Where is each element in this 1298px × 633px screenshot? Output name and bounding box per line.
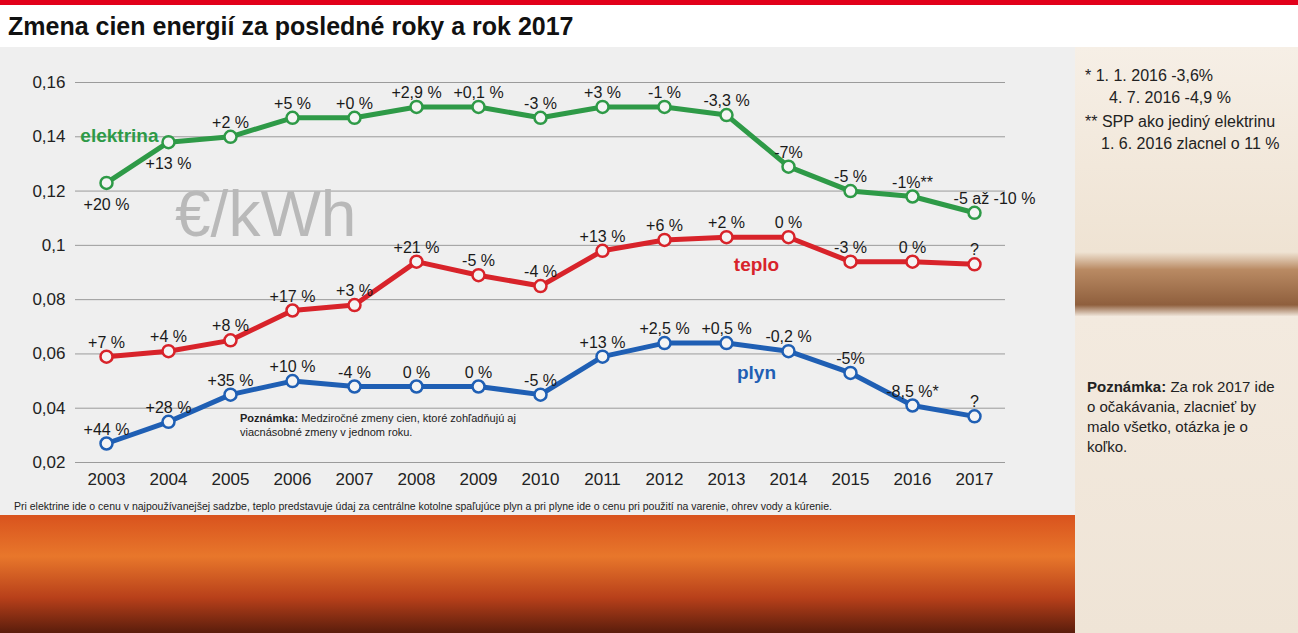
svg-text:-5%: -5% <box>836 350 864 367</box>
svg-text:2014: 2014 <box>770 470 808 489</box>
svg-text:2005: 2005 <box>212 470 250 489</box>
svg-text:+13 %: +13 % <box>580 228 626 245</box>
svg-text:?: ? <box>970 241 979 258</box>
svg-text:-1 %: -1 % <box>648 84 681 101</box>
svg-text:?: ? <box>970 393 979 410</box>
svg-text:2013: 2013 <box>708 470 746 489</box>
svg-text:+20 %: +20 % <box>84 196 130 213</box>
svg-text:-4 %: -4 % <box>338 364 371 381</box>
svg-text:2010: 2010 <box>522 470 560 489</box>
svg-text:-0,2 %: -0,2 % <box>765 328 811 345</box>
svg-text:2011: 2011 <box>584 470 621 489</box>
svg-text:0,1: 0,1 <box>42 236 66 255</box>
svg-text:-8,5 %*: -8,5 %* <box>886 383 938 400</box>
svg-text:+0 %: +0 % <box>336 95 373 112</box>
svg-text:+6 %: +6 % <box>646 217 683 234</box>
svg-text:2003: 2003 <box>88 470 126 489</box>
svg-text:2008: 2008 <box>398 470 436 489</box>
svg-text:0,12: 0,12 <box>32 182 65 201</box>
svg-text:+5 %: +5 % <box>274 95 311 112</box>
svg-text:+28 %: +28 % <box>146 399 192 416</box>
svg-text:2004: 2004 <box>150 470 188 489</box>
svg-text:2006: 2006 <box>274 470 312 489</box>
svg-text:0 %: 0 % <box>465 364 493 381</box>
svg-text:+44 %: +44 % <box>84 421 130 438</box>
svg-text:0,16: 0,16 <box>32 73 65 92</box>
svg-text:-5 až -10 %: -5 až -10 % <box>954 190 1036 207</box>
svg-text:0 %: 0 % <box>403 364 431 381</box>
svg-text:-5 %: -5 % <box>834 168 867 185</box>
svg-text:+0,1 %: +0,1 % <box>453 84 503 101</box>
svg-text:+3 %: +3 % <box>584 84 621 101</box>
html-text:** SPP ako jediný elektrinu 1.: ** SPP ako jediný elektrinu 1. 6. 2016 z… <box>1085 113 1280 152</box>
html-text:Poznámka: Medziročné zmeny cie: Poznámka: Medziročné zmeny cien, ktoré z… <box>240 412 516 438</box>
svg-text:2017: 2017 <box>956 470 994 489</box>
svg-text:-4 %: -4 % <box>524 263 557 280</box>
svg-text:0,08: 0,08 <box>32 290 65 309</box>
svg-text:+2 %: +2 % <box>212 114 249 131</box>
svg-text:+3 %: +3 % <box>336 282 373 299</box>
svg-text:0,04: 0,04 <box>32 399 65 418</box>
svg-text:+13 %: +13 % <box>580 334 626 351</box>
svg-text:-7%: -7% <box>774 144 802 161</box>
svg-text:-3 %: -3 % <box>524 95 557 112</box>
svg-text:+21 %: +21 % <box>394 239 440 256</box>
svg-text:+0,5 %: +0,5 % <box>701 320 751 337</box>
svg-text:+13 %: +13 % <box>146 155 192 172</box>
svg-text:2009: 2009 <box>460 470 498 489</box>
html-text:Pri elektrine ide o cenu v naj: Pri elektrine ide o cenu v najpoužívanej… <box>14 500 832 512</box>
svg-text:+7 %: +7 % <box>88 334 125 351</box>
svg-text:-3,3 %: -3,3 % <box>703 92 749 109</box>
html-text:Zmena cien energií za posledné: Zmena cien energií za posledné roky a ro… <box>8 12 574 40</box>
svg-text:2016: 2016 <box>894 470 932 489</box>
svg-text:+2,5 %: +2,5 % <box>639 320 689 337</box>
svg-text:0 %: 0 % <box>899 239 927 256</box>
svg-text:+35 %: +35 % <box>208 372 254 389</box>
svg-text:-3 %: -3 % <box>834 239 867 256</box>
svg-text:2012: 2012 <box>646 470 684 489</box>
html-text:Poznámka: Za rok 2017 ide o oč: Poznámka: Za rok 2017 ide o očakávania, … <box>1087 378 1275 455</box>
svg-text:+10 %: +10 % <box>270 358 316 375</box>
svg-text:+17 %: +17 % <box>270 288 316 305</box>
svg-text:teplo: teplo <box>734 254 779 275</box>
svg-text:+8 %: +8 % <box>212 317 249 334</box>
html-text:4. 7. 2016 -4,9 %: 4. 7. 2016 -4,9 % <box>1109 89 1231 106</box>
svg-text:+4 %: +4 % <box>150 328 187 345</box>
svg-text:-5 %: -5 % <box>462 252 495 269</box>
html-text:€/kWh: €/kWh <box>175 178 357 250</box>
svg-text:+2 %: +2 % <box>708 214 745 231</box>
svg-text:0 %: 0 % <box>775 214 803 231</box>
svg-text:plyn: plyn <box>737 362 776 383</box>
svg-text:0,02: 0,02 <box>32 453 65 472</box>
svg-text:elektrina: elektrina <box>80 125 159 146</box>
svg-text:0,06: 0,06 <box>32 344 65 363</box>
svg-text:2015: 2015 <box>832 470 870 489</box>
svg-text:0,14: 0,14 <box>32 127 65 146</box>
svg-text:-1%**: -1%** <box>892 174 933 191</box>
svg-text:+2,9 %: +2,9 % <box>391 84 441 101</box>
html-text:* 1. 1. 2016 -3,6%: * 1. 1. 2016 -3,6% <box>1085 67 1214 84</box>
svg-text:-5 %: -5 % <box>524 372 557 389</box>
svg-text:2007: 2007 <box>336 470 374 489</box>
